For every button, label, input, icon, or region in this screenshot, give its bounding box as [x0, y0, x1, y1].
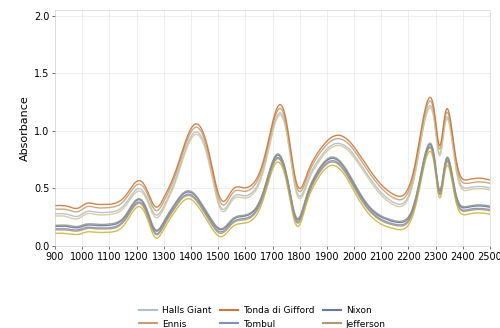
- Legend: Halls Giant, Ennis, Fitzgerald, Tonda di Gifford, Tombul, Yamhill, Nixon, Jeffer: Halls Giant, Ennis, Fitzgerald, Tonda di…: [136, 302, 409, 328]
- Y-axis label: Absorbance: Absorbance: [20, 95, 30, 161]
